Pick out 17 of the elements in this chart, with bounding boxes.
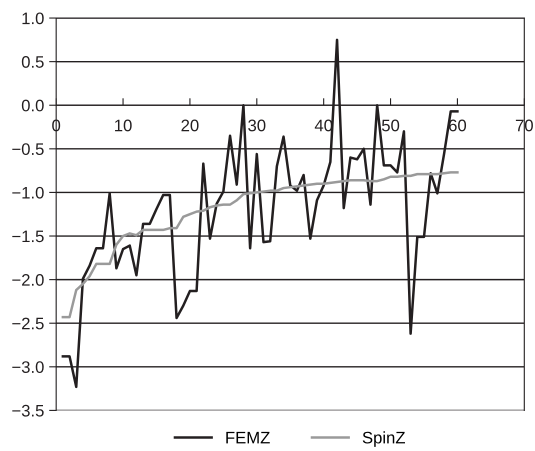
- y-tick-label: −3.0: [12, 361, 44, 374]
- line-series: [62, 171, 459, 318]
- x-tick-label: 50: [382, 120, 400, 132]
- y-tick-label: 0.5: [22, 56, 44, 68]
- y-tick-label: −0.5: [12, 143, 44, 156]
- y-tick-label: 1.0: [22, 12, 44, 24]
- y-tick-label: −1.0: [12, 186, 44, 199]
- y-tick-label: 0.0: [22, 100, 44, 112]
- y-tick-label: −2.0: [12, 274, 44, 286]
- x-tick-label: 10: [115, 120, 132, 132]
- x-tick-label: 20: [181, 120, 199, 132]
- y-tick-label: −3.5: [12, 404, 44, 417]
- y-tick-label: −1.5: [12, 230, 44, 242]
- legend-label: FEMZ: [226, 432, 270, 444]
- y-tick-label: −2.5: [12, 318, 44, 330]
- x-tick-label: 30: [248, 120, 266, 132]
- legend-label: SpinZ: [362, 431, 405, 447]
